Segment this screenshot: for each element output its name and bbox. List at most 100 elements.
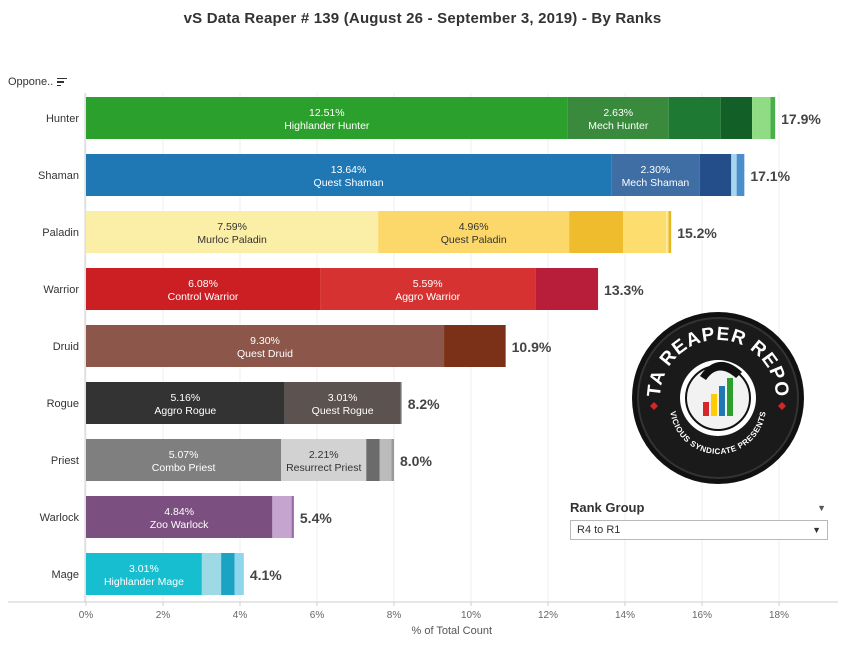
segment-name-label: Aggro Rogue xyxy=(154,405,216,417)
category-label-priest: Priest xyxy=(51,455,79,467)
segment-value-label: 7.59% xyxy=(217,221,247,233)
x-tick-label-8: 16% xyxy=(692,610,712,621)
segment-name-label: Control Warrior xyxy=(168,291,239,303)
filter-title: Rank Group xyxy=(570,500,645,515)
segment-name-label: Quest Druid xyxy=(237,348,293,360)
segment-value-label: 2.30% xyxy=(641,164,671,176)
rank-group-select[interactable]: R4 to R1 ▼ xyxy=(570,520,828,540)
x-tick-label-1: 2% xyxy=(156,610,171,621)
segment-value-label: 5.59% xyxy=(413,278,443,290)
category-label-hunter: Hunter xyxy=(46,113,79,125)
bar-segment-shaman-3[interactable] xyxy=(731,154,737,196)
segment-value-label: 5.16% xyxy=(170,392,200,404)
chart-title: vS Data Reaper # 139 (August 26 - Septem… xyxy=(183,10,662,27)
segment-value-label: 6.08% xyxy=(188,278,218,290)
bar-segment-hunter-0[interactable] xyxy=(86,97,568,139)
bar-segment-hunter-3[interactable] xyxy=(720,97,753,139)
filter-menu-icon[interactable]: ▼ xyxy=(817,502,826,513)
bar-segment-rogue-2[interactable] xyxy=(400,382,402,424)
segment-name-label: Aggro Warrior xyxy=(395,291,460,303)
bar-segment-mage-3[interactable] xyxy=(234,553,244,595)
bar-segment-hunter-2[interactable] xyxy=(668,97,721,139)
bar-segment-paladin-0[interactable] xyxy=(86,211,379,253)
segment-value-label: 2.63% xyxy=(603,107,633,119)
sort-header: Oppone.. xyxy=(8,76,68,88)
total-label-hunter: 17.9% xyxy=(781,111,821,127)
bar-segment-warrior-1[interactable] xyxy=(320,268,536,310)
total-label-paladin: 15.2% xyxy=(677,225,717,241)
bar-segment-paladin-3[interactable] xyxy=(623,211,667,253)
bar-segment-priest-2[interactable] xyxy=(366,439,380,481)
segment-value-label: 13.64% xyxy=(331,164,367,176)
segment-name-label: Mech Hunter xyxy=(588,120,649,132)
segment-name-label: Resurrect Priest xyxy=(286,462,361,474)
bar-segment-warrior-2[interactable] xyxy=(535,268,599,310)
segment-value-label: 3.01% xyxy=(328,392,358,404)
bar-segment-mage-1[interactable] xyxy=(201,553,222,595)
segment-name-label: Murloc Paladin xyxy=(197,234,267,246)
x-axis: 0% 2% 4% 6% 8% 10% 12% 14% 16% 18% % of Total Coun… xyxy=(8,601,838,637)
bar-segment-priest-1[interactable] xyxy=(281,439,367,481)
segment-name-label: Zoo Warlock xyxy=(150,519,209,531)
bar-segment-rogue-0[interactable] xyxy=(86,382,285,424)
segment-name-label: Quest Shaman xyxy=(314,177,384,189)
bar-segment-paladin-2[interactable] xyxy=(569,211,624,253)
bar-segment-warlock-2[interactable] xyxy=(291,496,294,538)
segment-value-label: 5.07% xyxy=(169,449,199,461)
bar-segment-shaman-2[interactable] xyxy=(699,154,732,196)
segment-value-label: 12.51% xyxy=(309,107,345,119)
segment-name-label: Mech Shaman xyxy=(622,177,690,189)
bar-segment-shaman-0[interactable] xyxy=(86,154,612,196)
total-label-rogue: 8.2% xyxy=(408,396,440,412)
bar-segment-rogue-1[interactable] xyxy=(284,382,401,424)
bar-segment-shaman-1[interactable] xyxy=(611,154,700,196)
bar-segment-mage-0[interactable] xyxy=(86,553,202,595)
x-tick-label-0: 0% xyxy=(79,610,94,621)
bar-segment-druid-0[interactable] xyxy=(86,325,445,367)
segment-value-label: 4.96% xyxy=(459,221,489,233)
bar-segment-hunter-5[interactable] xyxy=(770,97,776,139)
segment-value-label: 2.21% xyxy=(309,449,339,461)
bar-segment-warlock-0[interactable] xyxy=(86,496,273,538)
category-label-druid: Druid xyxy=(53,341,79,353)
total-label-druid: 10.9% xyxy=(512,339,552,355)
x-axis-label: % of Total Count xyxy=(411,625,492,637)
bar-segment-paladin-5[interactable] xyxy=(668,211,672,253)
bar-segment-druid-1[interactable] xyxy=(444,325,506,367)
bar-segment-warrior-0[interactable] xyxy=(86,268,321,310)
bar-segment-shaman-4[interactable] xyxy=(736,154,745,196)
segment-name-label: Quest Rogue xyxy=(312,405,374,417)
x-tick-label-2: 4% xyxy=(233,610,248,621)
segment-name-label: Quest Paladin xyxy=(441,234,507,246)
sort-label: Oppone.. xyxy=(8,76,54,88)
bar-segment-priest-0[interactable] xyxy=(86,439,282,481)
x-tick-label-4: 8% xyxy=(387,610,402,621)
segment-value-label: 9.30% xyxy=(250,335,280,347)
x-tick-label-6: 12% xyxy=(538,610,558,621)
chevron-down-icon: ▼ xyxy=(812,525,821,535)
category-axis: Hunter Shaman Paladin Warrior Druid Rogue Prie… xyxy=(38,93,86,602)
bar-segment-priest-4[interactable] xyxy=(391,439,394,481)
x-tick-label-3: 6% xyxy=(310,610,325,621)
total-label-mage: 4.1% xyxy=(250,567,282,583)
bar-segment-mage-2[interactable] xyxy=(221,553,235,595)
segment-name-label: Highlander Mage xyxy=(104,576,184,588)
x-tick-label-7: 14% xyxy=(615,610,635,621)
category-label-warlock: Warlock xyxy=(40,512,80,524)
bar-segment-hunter-4[interactable] xyxy=(752,97,771,139)
total-label-warlock: 5.4% xyxy=(300,510,332,526)
category-label-rogue: Rogue xyxy=(47,398,79,410)
sort-icon[interactable] xyxy=(57,77,68,87)
bar-segment-hunter-1[interactable] xyxy=(567,97,669,139)
bar-segment-paladin-4[interactable] xyxy=(666,211,669,253)
bar-segment-priest-3[interactable] xyxy=(379,439,392,481)
category-label-mage: Mage xyxy=(51,569,79,581)
bar-segment-warlock-1[interactable] xyxy=(272,496,292,538)
rank-group-filter: Rank Group ▼ R4 to R1 ▼ xyxy=(570,500,828,540)
segment-value-label: 3.01% xyxy=(129,563,159,575)
bar-segment-paladin-1[interactable] xyxy=(378,211,570,253)
x-tick-label-5: 10% xyxy=(461,610,481,621)
data-reaper-logo: DATA REAPER REPORT VICIOUS SYNDICATE PRE… xyxy=(630,310,804,484)
total-label-warrior: 13.3% xyxy=(604,282,644,298)
